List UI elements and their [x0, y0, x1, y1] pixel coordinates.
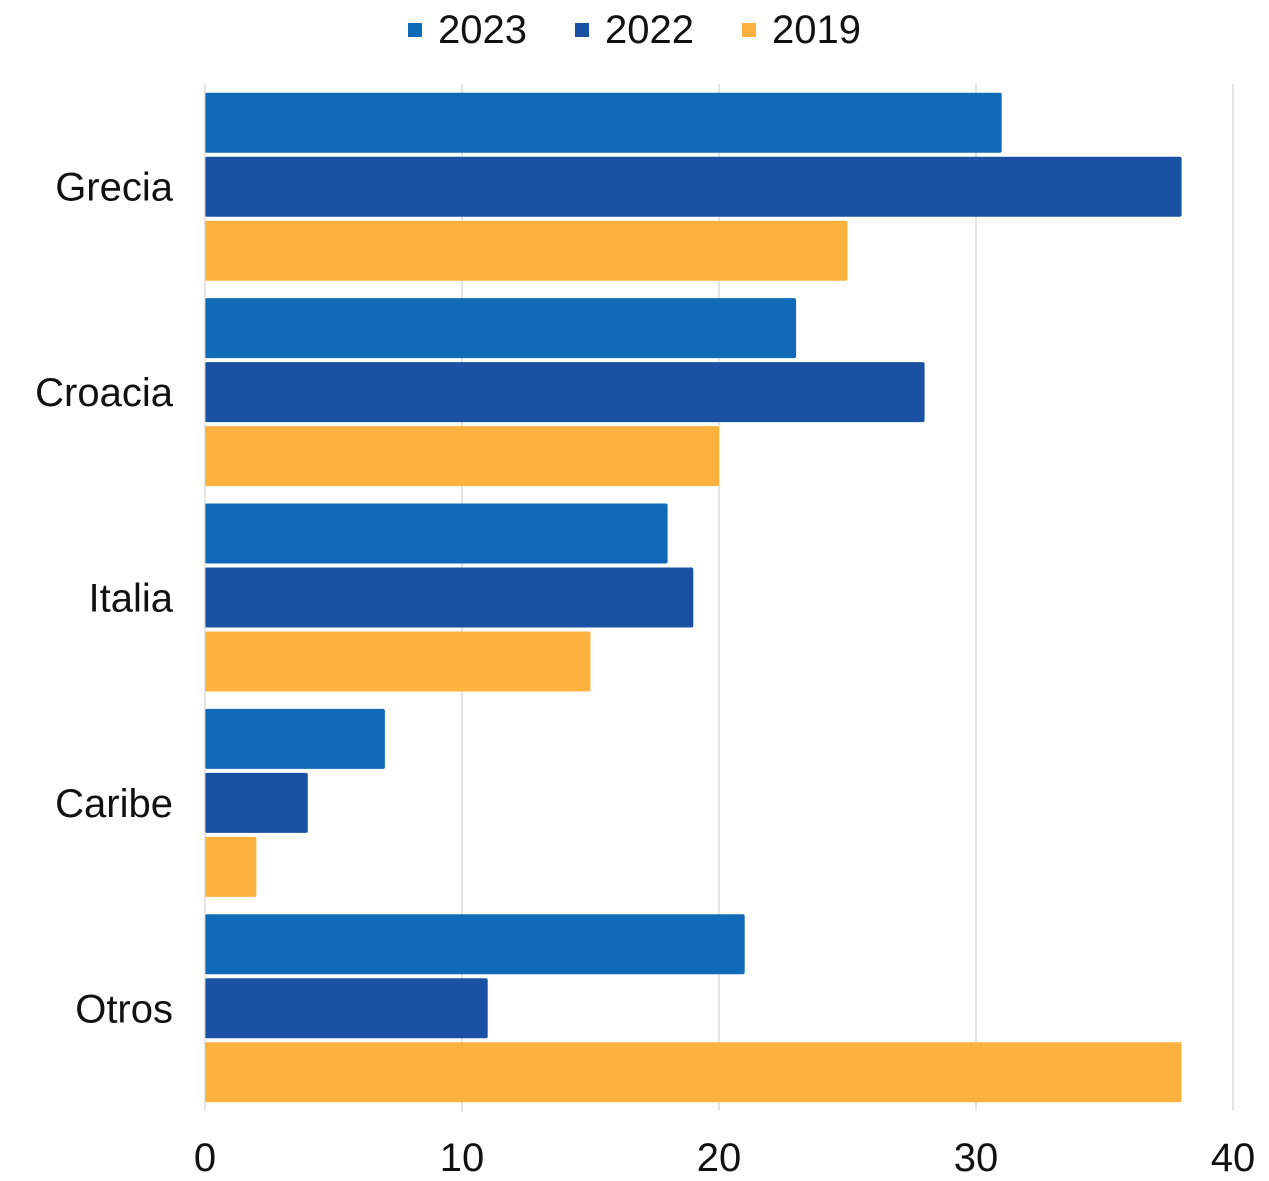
bar-croacia-2022: [205, 362, 925, 423]
bar-caribe-2023: [205, 708, 385, 769]
category-labels: Grecia Croacia Italia Caribe Otros: [35, 166, 174, 1032]
bar-croacia-2023: [205, 298, 797, 359]
bar-otros-2023: [205, 914, 745, 975]
bar-grecia-2023: [205, 92, 1002, 153]
bar-italia-2023: [205, 503, 668, 564]
legend-item-2019: 2019: [741, 6, 861, 54]
tick-labels: 0 10 20 30 40: [194, 1136, 1255, 1180]
x-tick-label: 20: [697, 1136, 742, 1180]
bar-grecia-2019: [205, 220, 848, 281]
legend-swatch: [408, 23, 423, 37]
legend-swatch: [741, 23, 756, 37]
bar-caribe-2019: [205, 836, 257, 897]
bar-croacia-2019: [205, 426, 719, 487]
category-label: Otros: [75, 987, 173, 1031]
x-tick-label: 0: [194, 1136, 216, 1180]
category-label: Grecia: [55, 166, 174, 210]
legend-label: 2019: [771, 8, 861, 52]
category-label: Italia: [89, 577, 174, 621]
bar-grecia-2022: [205, 156, 1182, 217]
x-tick-label: 10: [440, 1136, 485, 1180]
legend-label: 2022: [605, 8, 694, 52]
bar-italia-2022: [205, 567, 694, 628]
bars: [205, 92, 1182, 1103]
category-label: Croacia: [35, 371, 174, 415]
x-tick-label: 30: [954, 1136, 999, 1180]
legend-item-2022: 2022: [575, 6, 694, 54]
bar-otros-2022: [205, 978, 488, 1039]
legend-swatch: [575, 23, 589, 37]
legend-item-2023: 2023: [408, 6, 527, 54]
bar-caribe-2022: [205, 772, 308, 833]
chart-legend: 2023 2022 2019: [0, 6, 1269, 54]
category-label: Caribe: [55, 782, 173, 826]
bar-otros-2019: [205, 1042, 1182, 1103]
legend-label: 2023: [438, 8, 527, 52]
x-tick-label: 40: [1211, 1136, 1256, 1180]
bar-italia-2019: [205, 631, 591, 692]
